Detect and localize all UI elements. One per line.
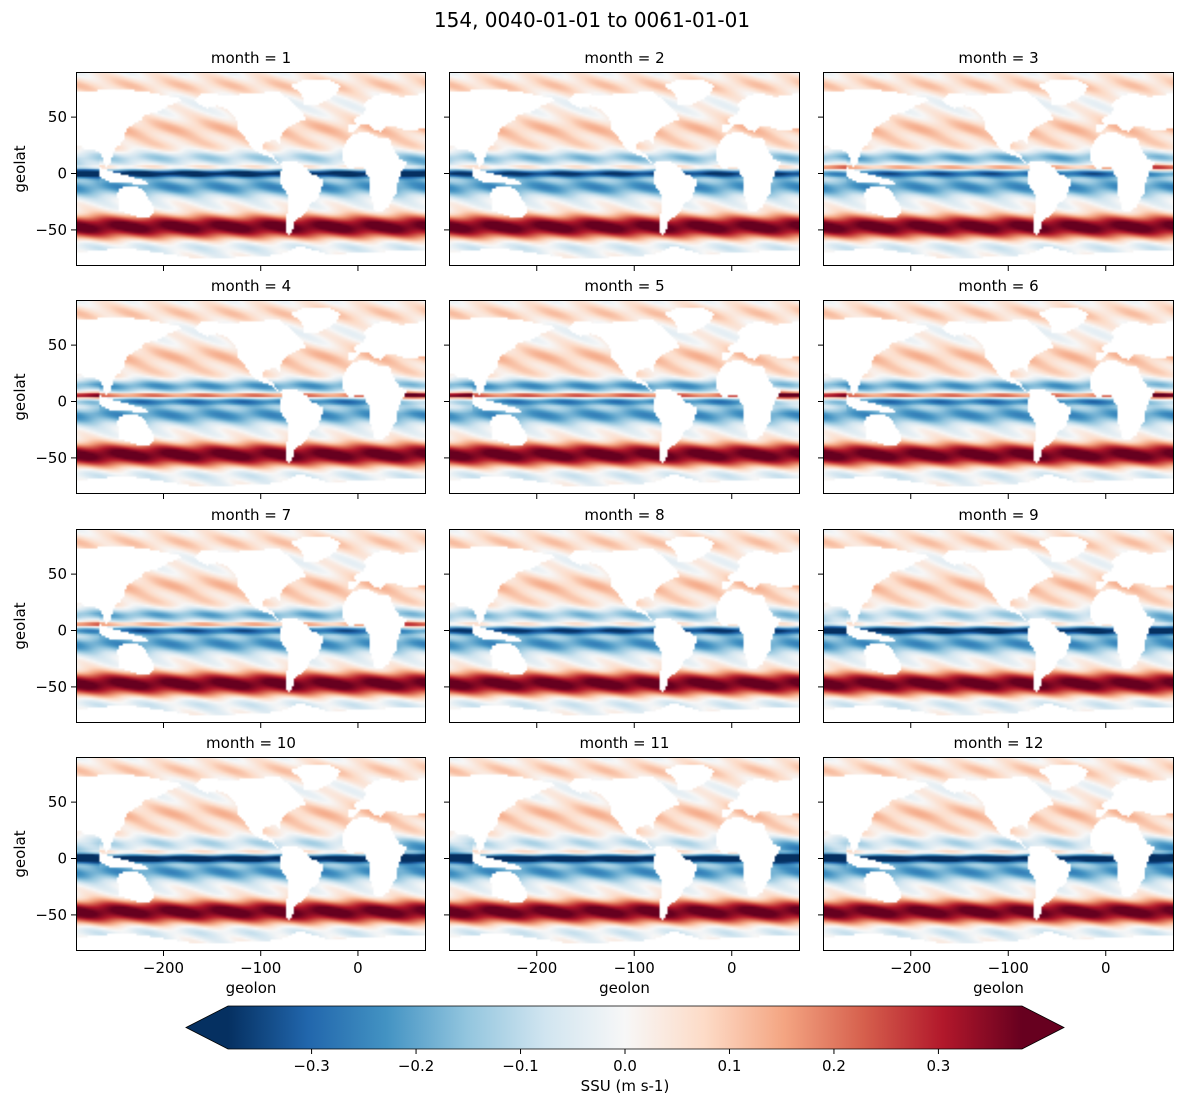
y-tick-label: −50 bbox=[35, 221, 67, 239]
panel-title: month = 1 bbox=[211, 49, 291, 67]
panel-title: month = 2 bbox=[584, 49, 664, 67]
panel-month-6: month = 6 bbox=[818, 277, 1174, 499]
colorbar-body bbox=[228, 1006, 1022, 1049]
colorbar-tick-label: −0.2 bbox=[398, 1057, 434, 1075]
panel-title: month = 9 bbox=[958, 506, 1038, 524]
x-tick-label: −200 bbox=[890, 959, 931, 977]
y-tick-label: −50 bbox=[35, 906, 67, 924]
heatmap-month-6 bbox=[823, 300, 1174, 494]
x-tick-label: −100 bbox=[240, 959, 281, 977]
x-tick-label: −100 bbox=[988, 959, 1029, 977]
heatmap-month-10 bbox=[76, 757, 426, 951]
panel-month-2: month = 2 bbox=[444, 49, 800, 271]
y-axis-label: geolat bbox=[11, 830, 29, 877]
axes-frame bbox=[449, 72, 800, 266]
axes-frame bbox=[76, 529, 426, 723]
x-tick-label: −200 bbox=[516, 959, 557, 977]
panel-title: month = 3 bbox=[958, 49, 1038, 67]
colorbar-tick-label: 0.0 bbox=[613, 1057, 637, 1075]
panel-month-8: month = 8 bbox=[444, 506, 800, 728]
colorbar-tick-label: −0.3 bbox=[293, 1057, 329, 1075]
x-tick-label: −100 bbox=[614, 959, 655, 977]
heatmap-month-4 bbox=[76, 300, 426, 494]
x-axis-label: geolon bbox=[226, 979, 277, 997]
axes-frame bbox=[449, 529, 800, 723]
heatmap-month-11 bbox=[449, 757, 800, 951]
axes-frame bbox=[76, 300, 426, 494]
heatmap-month-9 bbox=[823, 529, 1174, 723]
heatmap-month-1 bbox=[76, 72, 426, 266]
heatmap-month-3 bbox=[823, 72, 1174, 266]
panel-title: month = 4 bbox=[211, 277, 291, 295]
panel-title: month = 11 bbox=[580, 734, 670, 752]
axes-frame bbox=[449, 300, 800, 494]
y-axis-label: geolat bbox=[11, 602, 29, 649]
heatmap-month-12 bbox=[823, 757, 1174, 951]
panel-month-3: month = 3 bbox=[818, 49, 1174, 271]
y-tick-label: 50 bbox=[48, 565, 67, 583]
panel-month-4: month = 4 50 0 −50 geolat bbox=[11, 277, 426, 499]
x-tick-label: 0 bbox=[353, 959, 363, 977]
y-tick-label: 50 bbox=[48, 793, 67, 811]
panel-title: month = 5 bbox=[584, 277, 664, 295]
colorbar-extend-low bbox=[186, 1006, 228, 1049]
panel-title: month = 10 bbox=[206, 734, 296, 752]
axes-frame bbox=[76, 757, 426, 951]
y-tick-label: 50 bbox=[48, 336, 67, 354]
panel-month-12: month = 12 −200 −100 0 geolon bbox=[818, 734, 1174, 997]
axes-frame bbox=[823, 757, 1174, 951]
panel-title: month = 7 bbox=[211, 506, 291, 524]
panel-month-7: month = 7 50 0 −50 geolat bbox=[11, 506, 426, 728]
axes-frame bbox=[823, 72, 1174, 266]
y-tick-label: 50 bbox=[48, 108, 67, 126]
panel-month-11: month = 11 −200 −100 0 geolon bbox=[444, 734, 800, 997]
panel-month-1: month = 1 50 0 −50 geolat bbox=[11, 49, 426, 271]
colorbar-label: SSU (m s-1) bbox=[581, 1077, 670, 1095]
x-axis-label: geolon bbox=[973, 979, 1024, 997]
heatmap-month-7 bbox=[76, 529, 426, 723]
axes-frame bbox=[823, 529, 1174, 723]
y-tick-label: 0 bbox=[57, 393, 67, 411]
y-tick-label: 0 bbox=[57, 165, 67, 183]
colorbar-outline bbox=[185, 1005, 1065, 1050]
colorbar-tick-label: −0.1 bbox=[502, 1057, 538, 1075]
panel-month-10: month = 10 −200 −100 0 50 0 −50 geolat geolon bbox=[11, 734, 426, 997]
colorbar-tick-label: 0.3 bbox=[926, 1057, 950, 1075]
x-tick-label: 0 bbox=[1101, 959, 1111, 977]
x-tick-label: 0 bbox=[727, 959, 737, 977]
x-tick-label: −200 bbox=[143, 959, 184, 977]
y-axis-label: geolat bbox=[11, 145, 29, 192]
panel-title: month = 6 bbox=[958, 277, 1038, 295]
axes-frame bbox=[823, 300, 1174, 494]
heatmap-month-5 bbox=[449, 300, 800, 494]
y-tick-label: 0 bbox=[57, 850, 67, 868]
y-tick-label: −50 bbox=[35, 678, 67, 696]
x-axis-label: geolon bbox=[599, 979, 650, 997]
axes-frame bbox=[76, 72, 426, 266]
colorbar-extend-high bbox=[1022, 1006, 1064, 1049]
panel-month-5: month = 5 bbox=[444, 277, 800, 499]
heatmap-month-8 bbox=[449, 529, 800, 723]
colorbar-tick-label: 0.1 bbox=[718, 1057, 742, 1075]
colorbar-tick-label: 0.2 bbox=[822, 1057, 846, 1075]
y-tick-label: −50 bbox=[35, 449, 67, 467]
figure-title: 154, 0040-01-01 to 0061-01-01 bbox=[433, 8, 751, 32]
colorbar: −0.3 −0.2 −0.1 0.0 0.1 0.2 0.3 SSU (m s-1) bbox=[185, 1005, 1065, 1095]
heatmap-month-2 bbox=[449, 72, 800, 266]
axes-frame bbox=[449, 757, 800, 951]
y-axis-label: geolat bbox=[11, 373, 29, 420]
y-tick-label: 0 bbox=[57, 622, 67, 640]
panel-month-9: month = 9 bbox=[818, 506, 1174, 728]
panel-title: month = 8 bbox=[584, 506, 664, 524]
panel-title: month = 12 bbox=[954, 734, 1044, 752]
